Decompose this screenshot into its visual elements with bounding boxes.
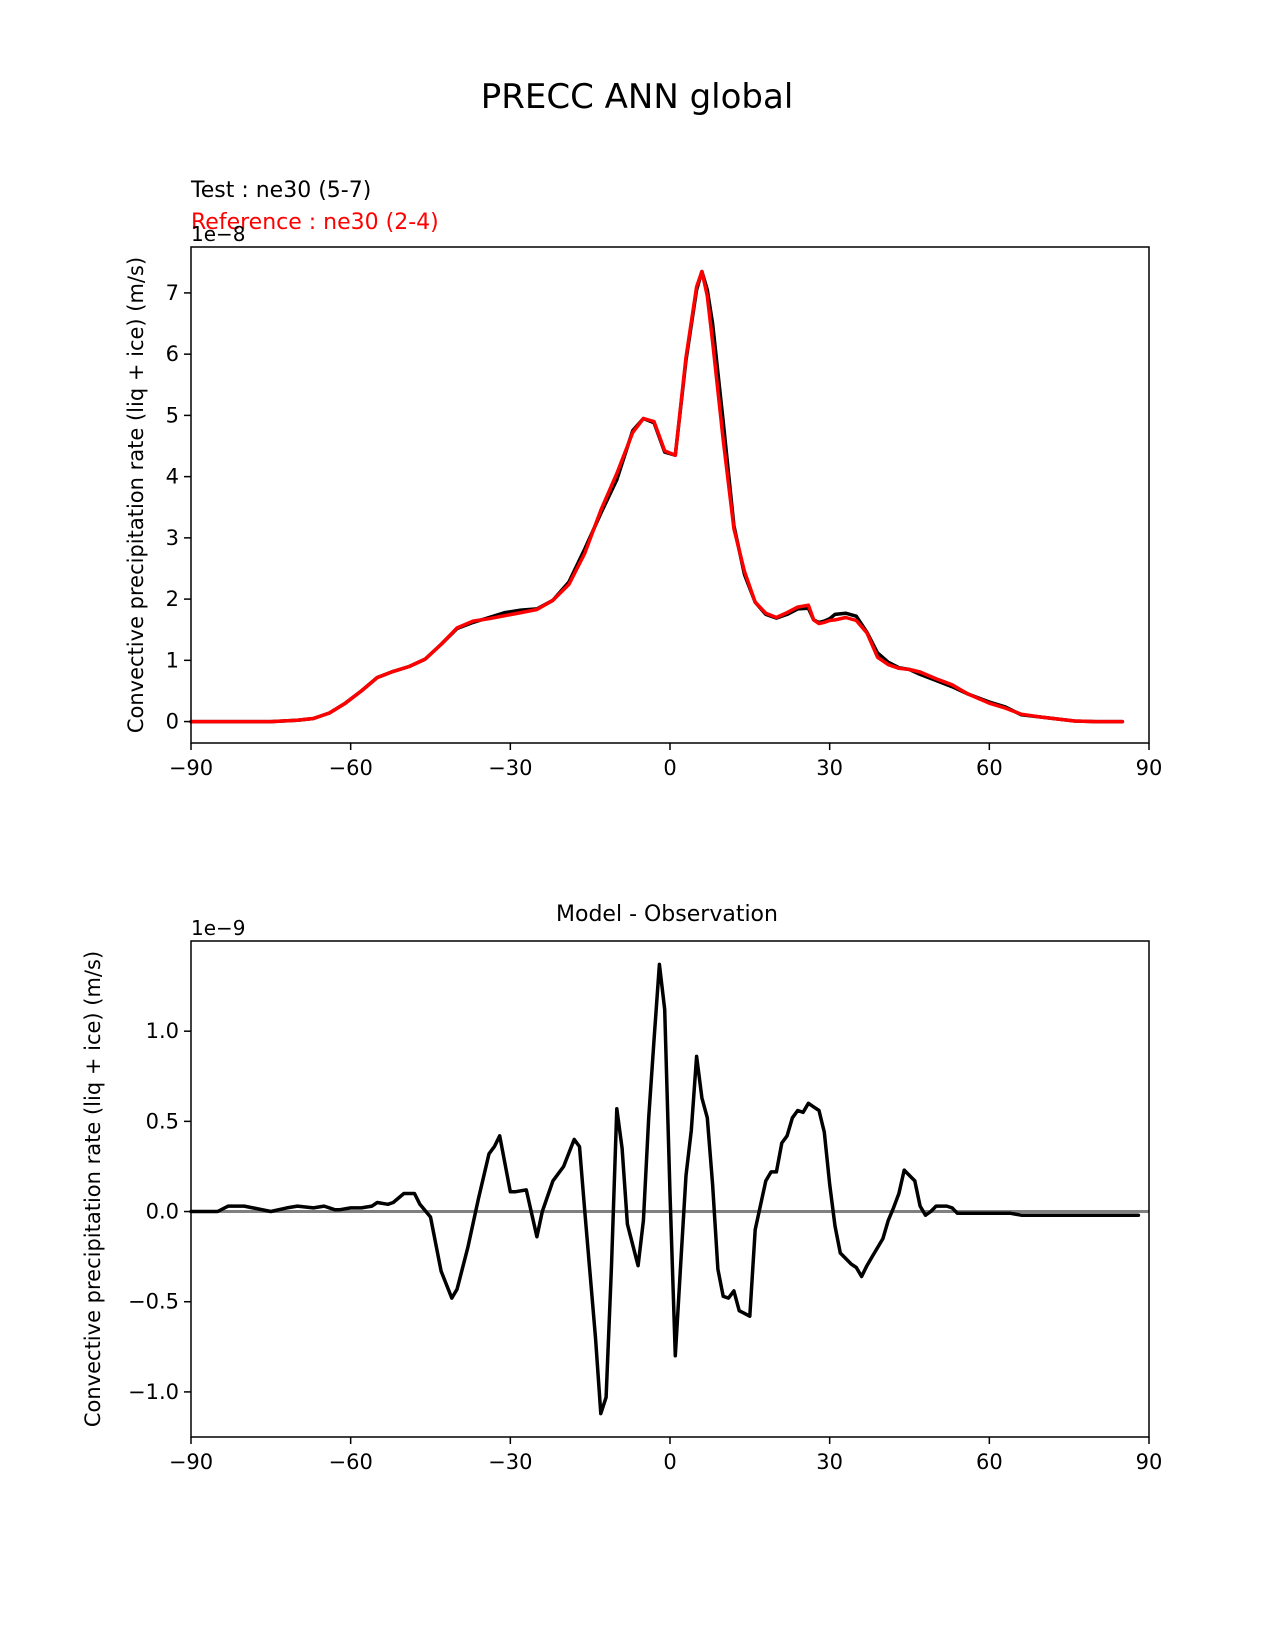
y-tick-label: 2 — [166, 587, 179, 611]
x-tick-label: 30 — [816, 756, 843, 780]
y-tick-label: 5 — [166, 403, 179, 427]
x-tick-label: 90 — [1136, 1450, 1163, 1474]
y-scale-label: 1e−9 — [191, 916, 246, 940]
series-line-2 — [189, 269, 1125, 724]
y-tick-label: 4 — [166, 465, 179, 489]
y-axis-label: Convective precipitation rate (liq + ice… — [124, 257, 148, 733]
y-tick-label: 0.0 — [146, 1200, 179, 1224]
test-label: Test : ne30 (5-7) — [190, 178, 371, 203]
x-tick-label: 0 — [663, 756, 676, 780]
y-axis-label: Convective precipitation rate (liq + ice… — [81, 951, 105, 1427]
x-tick-label: 60 — [976, 1450, 1003, 1474]
difference-line-chart: Model - Observation −90 −60 −30 0 30 60 90 −1.0… — [81, 902, 1162, 1474]
y-tick-label: 7 — [166, 281, 179, 305]
y-tick-label: −0.5 — [128, 1290, 179, 1314]
x-tick-label: −90 — [169, 756, 213, 780]
x-tick-label: −90 — [169, 1450, 213, 1474]
x-tick-label: 90 — [1136, 756, 1163, 780]
y-tick-label: 1 — [166, 648, 179, 672]
plot-frame — [190, 246, 1150, 744]
x-tick-label: 30 — [816, 1450, 843, 1474]
y-tick-label: 0 — [166, 710, 179, 734]
top-line-chart: Test : ne30 (5-7) Reference : ne30 (2-4)… — [124, 178, 1162, 780]
x-tick-label: −30 — [488, 756, 532, 780]
figure-title: PRECC ANN global — [481, 77, 794, 117]
x-tick-label: −60 — [329, 1450, 373, 1474]
y-tick-label: 1.0 — [146, 1019, 179, 1043]
x-tick-label: −60 — [329, 756, 373, 780]
y-tick-label: 6 — [166, 342, 179, 366]
x-tick-label: 60 — [976, 756, 1003, 780]
y-scale-label: 1e−8 — [191, 222, 246, 246]
x-tick-label: −30 — [488, 1450, 532, 1474]
difference-chart-title: Model - Observation — [556, 902, 778, 927]
series-line-1 — [189, 269, 1125, 724]
y-tick-label: 3 — [166, 526, 179, 550]
x-tick-label: 0 — [663, 1450, 676, 1474]
y-tick-label: −1.0 — [128, 1380, 179, 1404]
y-tick-label: 0.5 — [146, 1109, 179, 1133]
reference-label: Reference : ne30 (2-4) — [191, 210, 439, 235]
series-line-1 — [189, 962, 1141, 1416]
